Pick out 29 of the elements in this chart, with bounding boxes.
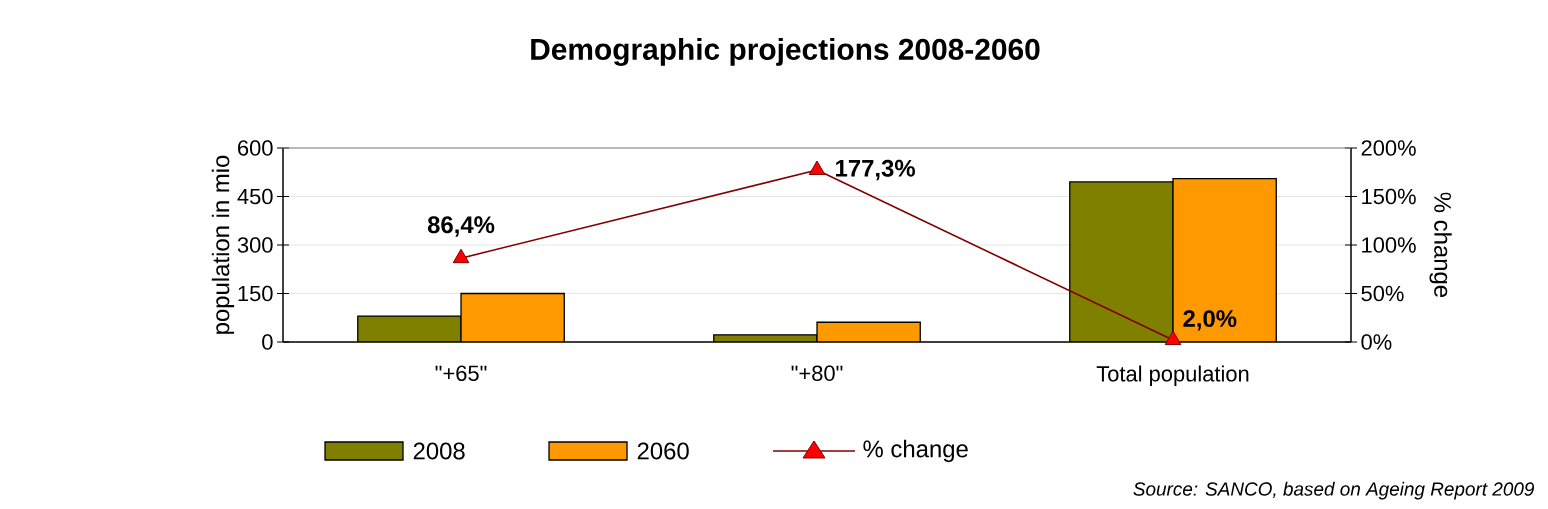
y-tick-label: 0 [262,334,273,350]
data-label: 177,3% [836,159,915,181]
x-tick-label: "+65" [435,365,487,382]
y2-tick-label: 50% [1361,285,1404,302]
point [1164,330,1182,346]
source-note: Source: SANCO, based on Ageing Report 2009 [1133,481,1535,500]
y2-tick-label: 150% [1362,188,1416,205]
point [452,248,470,264]
y2-axis-title: % change [1429,192,1452,298]
x-tick-label: "+80" [791,365,843,382]
chart-title: Demographic projections 2008-2060 [531,37,1040,66]
y2-tick-label: 0% [1361,334,1392,350]
x-tick-label: Total population [1096,365,1249,386]
y-tick-label: 450 [237,188,273,205]
bar [817,322,921,342]
y2-tick-label: 200% [1361,140,1416,156]
y-axis-title: population in mio [211,155,235,334]
legend-label: % change [863,439,968,463]
data-label: 2,0% [1183,310,1237,331]
y-tick-label: 150 [238,285,273,302]
y2-tick-label: 100% [1362,237,1416,253]
y-tick-label: 300 [237,237,273,253]
legend-label: 2008 [413,442,465,460]
point [808,160,826,176]
data-label: 86,4% [427,216,495,237]
bar [461,293,565,342]
legend-label: 2060 [637,442,689,460]
bar [1172,178,1277,342]
y-tick-label: 600 [238,140,273,156]
